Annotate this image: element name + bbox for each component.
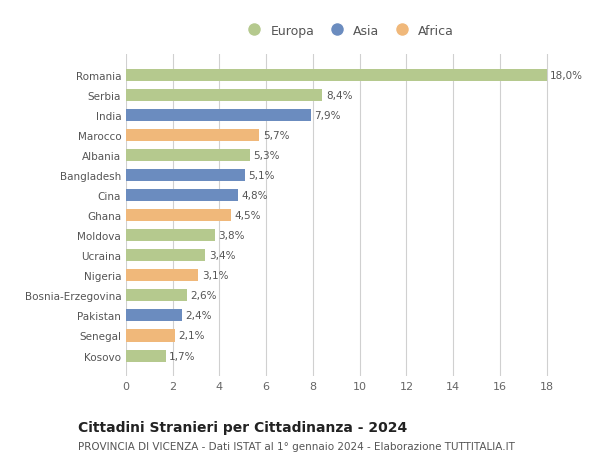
Text: 3,1%: 3,1% — [202, 271, 229, 281]
Text: 1,7%: 1,7% — [169, 351, 196, 361]
Bar — [126, 290, 187, 302]
Bar — [126, 190, 238, 202]
Text: PROVINCIA DI VICENZA - Dati ISTAT al 1° gennaio 2024 - Elaborazione TUTTITALIA.I: PROVINCIA DI VICENZA - Dati ISTAT al 1° … — [78, 441, 515, 451]
Text: 7,9%: 7,9% — [314, 111, 341, 121]
Bar — [126, 110, 311, 122]
Text: 4,8%: 4,8% — [242, 191, 268, 201]
Bar — [126, 150, 250, 162]
Bar — [126, 170, 245, 182]
Text: 5,7%: 5,7% — [263, 131, 289, 141]
Text: 4,5%: 4,5% — [235, 211, 261, 221]
Text: Cittadini Stranieri per Cittadinanza - 2024: Cittadini Stranieri per Cittadinanza - 2… — [78, 420, 407, 434]
Bar — [126, 130, 259, 142]
Bar — [126, 270, 199, 282]
Text: 5,3%: 5,3% — [253, 151, 280, 161]
Legend: Europa, Asia, Africa: Europa, Asia, Africa — [237, 20, 459, 43]
Text: 5,1%: 5,1% — [248, 171, 275, 181]
Text: 18,0%: 18,0% — [550, 71, 583, 81]
Text: 2,6%: 2,6% — [190, 291, 217, 301]
Bar — [126, 210, 231, 222]
Bar — [126, 250, 205, 262]
Bar — [126, 90, 322, 102]
Text: 2,1%: 2,1% — [179, 331, 205, 341]
Text: 3,8%: 3,8% — [218, 231, 245, 241]
Bar — [126, 70, 547, 82]
Text: 3,4%: 3,4% — [209, 251, 235, 261]
Bar — [126, 310, 182, 322]
Bar — [126, 350, 166, 362]
Text: 8,4%: 8,4% — [326, 91, 352, 101]
Text: 2,4%: 2,4% — [185, 311, 212, 321]
Bar — [126, 330, 175, 342]
Bar — [126, 230, 215, 242]
